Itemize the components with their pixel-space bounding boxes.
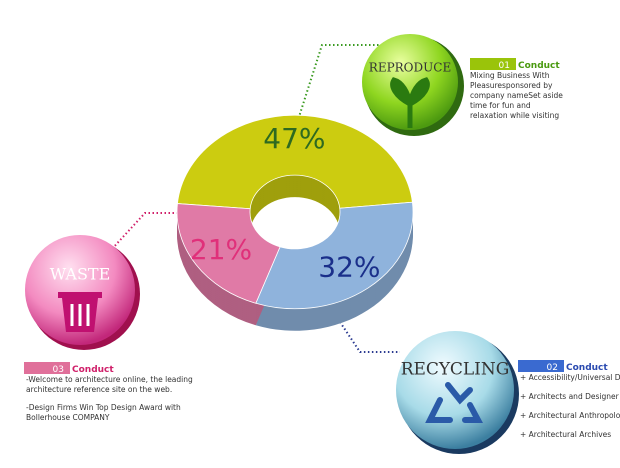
callout-badge [24,362,70,374]
callout-line: Mixing Business With [470,71,550,80]
callout-line: architecture reference site on the web. [26,385,172,394]
category-label: RECYCLING [401,360,510,380]
slice [255,201,414,310]
callout-line: company nameSet aside [470,91,563,100]
callout-line: + Architectural Anthropolo [520,411,620,420]
callout-number: 01 [499,61,510,71]
callout-line: -Welcome to architecture online, the lea… [26,375,193,384]
circle [362,34,458,130]
sprout-icon [390,77,430,128]
slice [177,114,413,210]
callout-line: Bollerhouse COMPANY [26,413,110,422]
callout-number: 02 [547,363,558,373]
callout-heading: Conduct [72,365,114,375]
slice [176,203,281,304]
callout-heading: Conduct [518,61,560,71]
callout-badge [470,58,516,70]
callout-number: 03 [53,365,64,375]
callout-badge [518,360,564,372]
callout-line: + Architectural Archives [520,430,611,439]
callout-line: relaxation while visiting [470,111,559,120]
callout-line: -Design Firms Win Top Design Award with [26,403,181,412]
circle [25,235,135,345]
connector [99,212,210,263]
callout-line: + Architects and Designer [520,392,620,401]
recycle-icon [425,382,483,423]
value-label: 32% [318,251,380,284]
callout-line: + Accessibility/Universal D [520,373,620,382]
connector [289,44,388,146]
callout-line: time for fun and [470,101,531,110]
value-label: 47% [263,122,325,155]
callout-heading: Conduct [566,363,608,373]
circles [25,34,519,454]
callout-line: Pleasuresponsored by [470,81,553,90]
category-label: REPRODUCE [369,61,451,75]
category-label: WASTE [50,265,111,284]
value-label: 21% [190,233,252,266]
donut: 47% 32% 21% [176,114,414,331]
bin-lines [70,304,90,326]
